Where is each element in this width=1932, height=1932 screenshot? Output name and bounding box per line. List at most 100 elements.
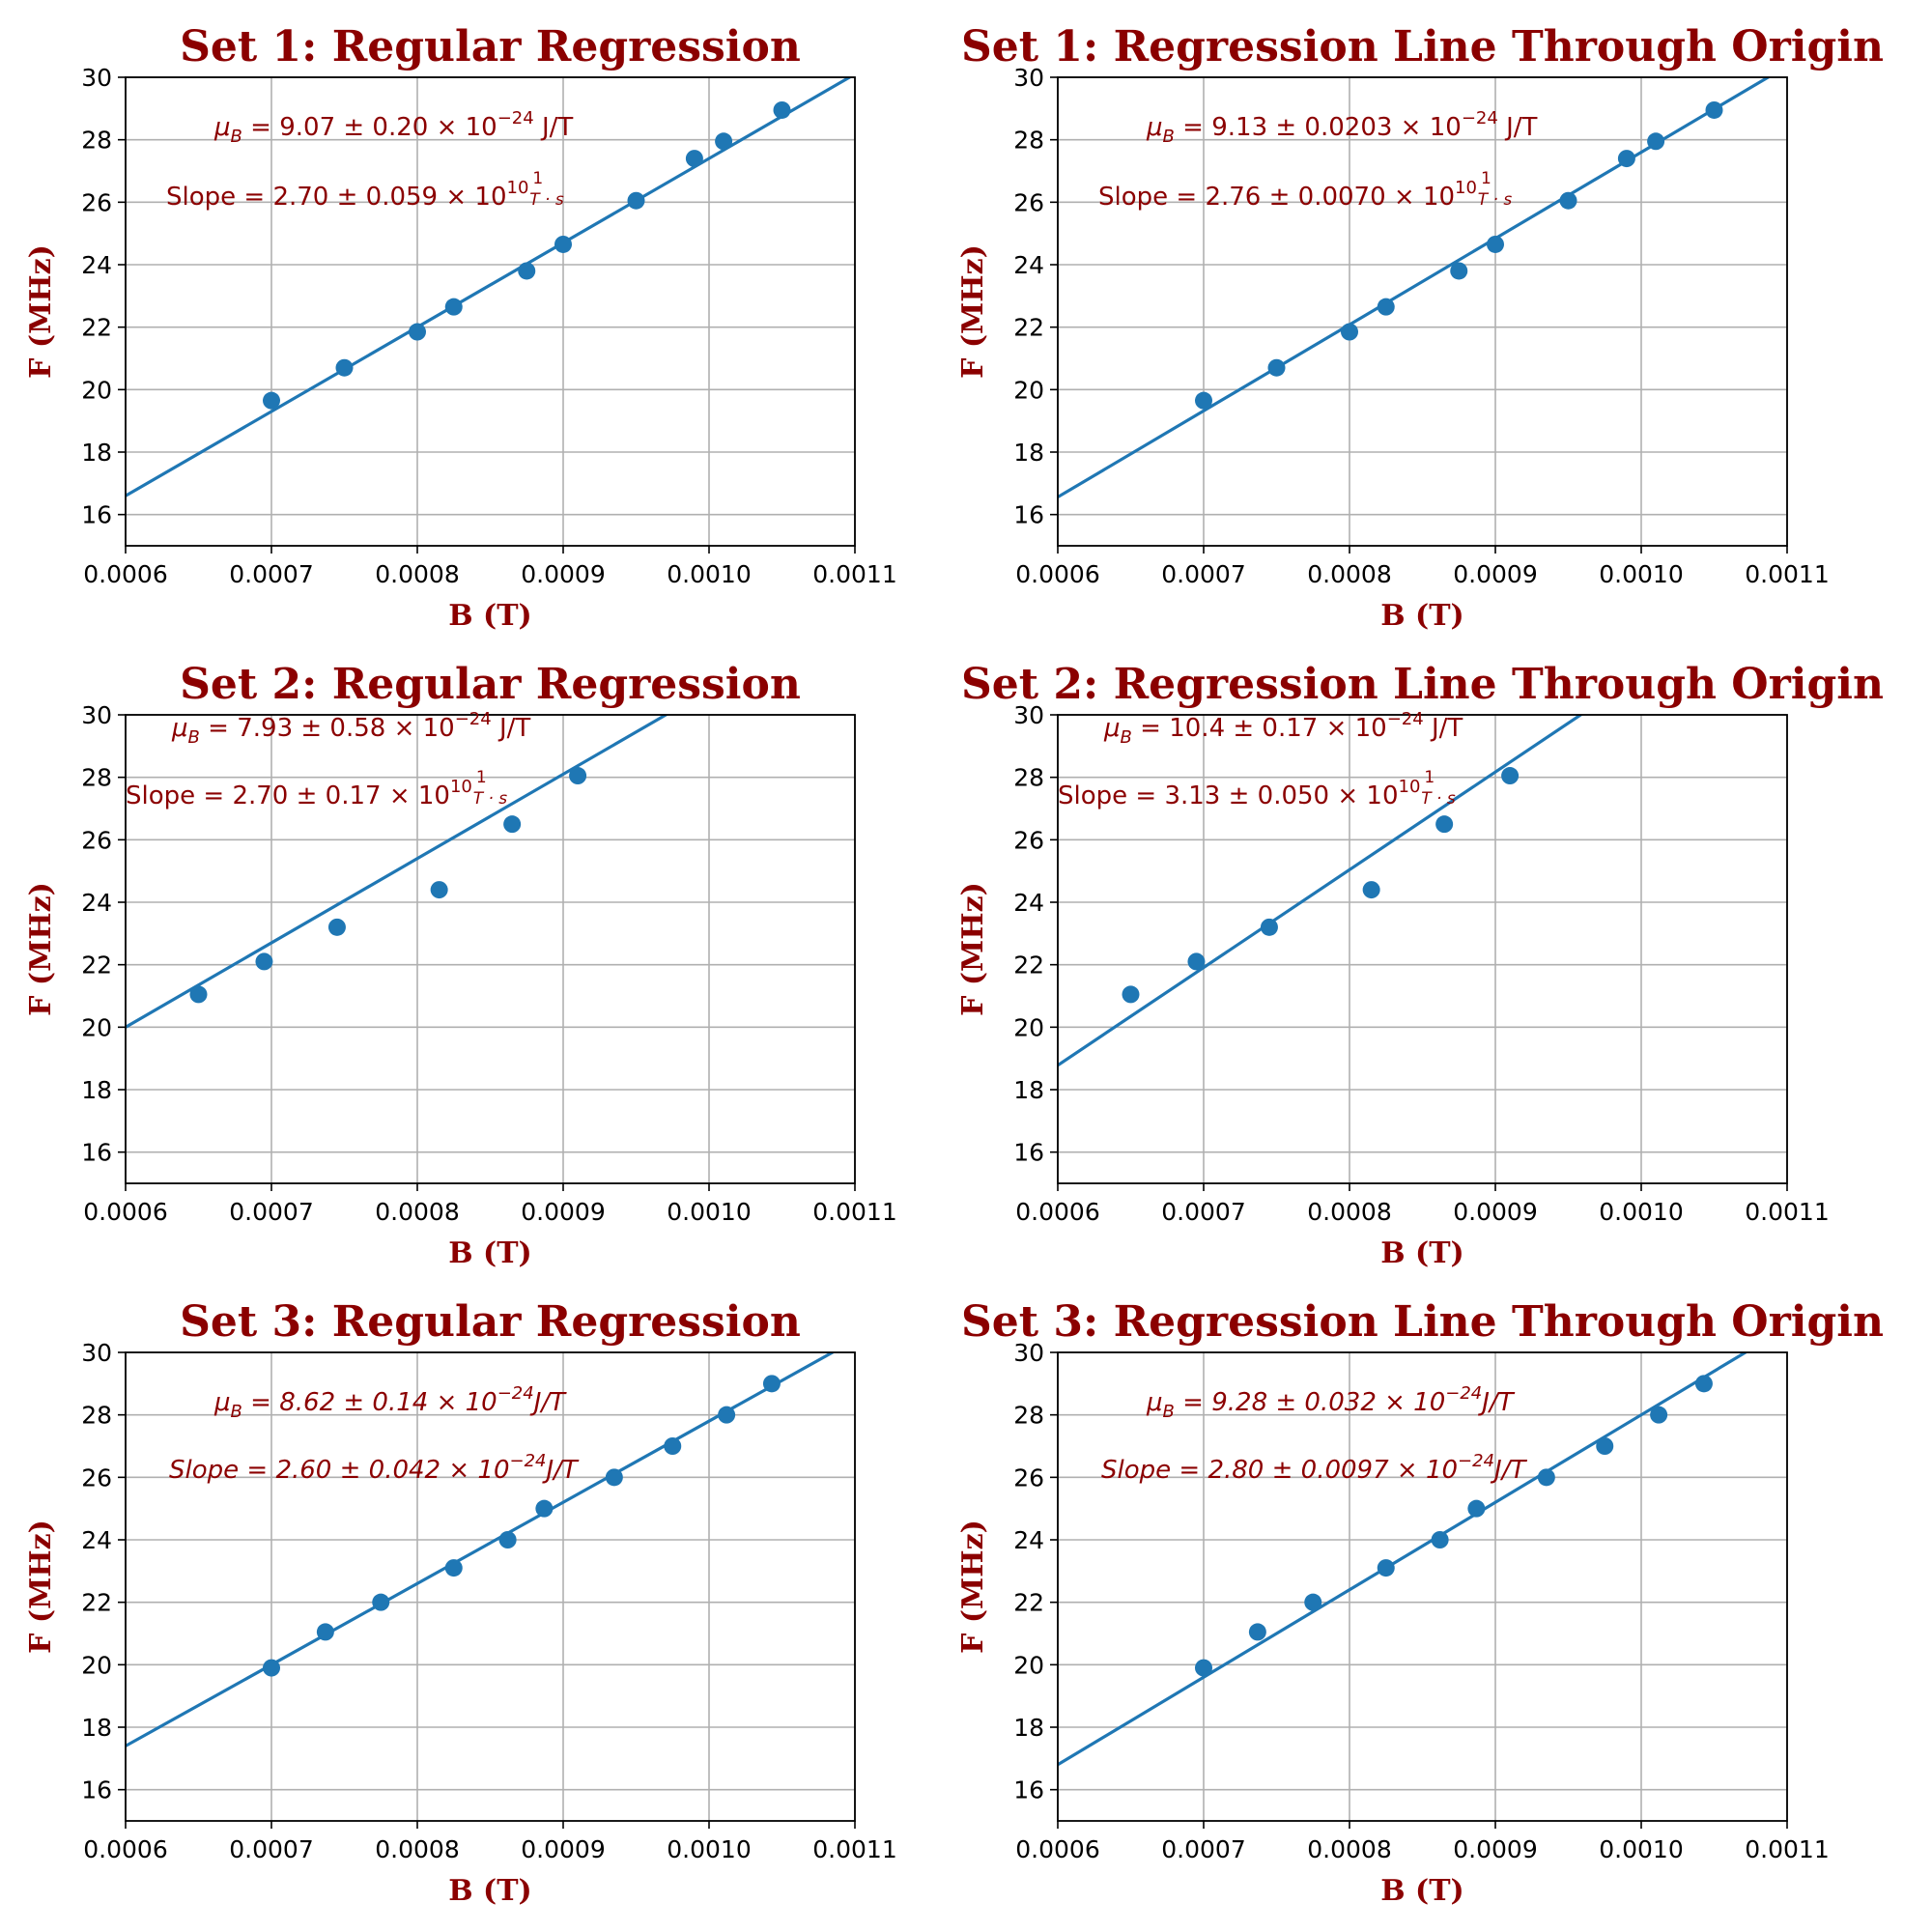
annotation-value: = 2.70 ± 0.17 × 10 [195, 781, 450, 810]
mu-b-annotation: μB = 9.28 ± 0.032 × 10−24J/T [1146, 1383, 1516, 1422]
x-tick-label: 0.0008 [1307, 1198, 1391, 1226]
data-point [1362, 881, 1380, 899]
slope-annotation: Slope = 2.80 ± 0.0097 × 10−24J/T [1101, 1451, 1527, 1485]
y-tick-label: 26 [1013, 826, 1044, 854]
y-tick-label: 30 [1013, 1339, 1044, 1367]
y-tick-label: 30 [81, 701, 112, 729]
mu-b-annotation: μB = 9.07 ± 0.20 × 10−24 J/T [213, 108, 573, 147]
data-point [1467, 1499, 1486, 1518]
chart-title: Set 2: Regression Line Through Origin [961, 660, 1884, 709]
data-point [518, 262, 536, 280]
slope-annotation: Slope = 2.70 ± 0.059 × 1010 1 T · s [166, 169, 564, 212]
data-point [430, 881, 448, 899]
x-tick-label: 0.0011 [1745, 1835, 1829, 1863]
y-tick-label: 30 [81, 64, 112, 92]
regression-line [1058, 1352, 1748, 1767]
x-tick-label: 0.0009 [521, 1835, 605, 1863]
y-tick-label: 24 [81, 251, 112, 279]
annotation-frac-numerator: 1 [532, 169, 543, 188]
data-point [1647, 132, 1665, 151]
annotation-unit: J/T [1477, 1388, 1515, 1417]
annotation-exponent: −24 [497, 1383, 534, 1404]
y-tick-label: 26 [81, 1463, 112, 1492]
annotation-value: = 9.13 ± 0.0203 × 10 [1175, 113, 1462, 142]
annotation-unit: J/T [529, 1388, 567, 1417]
x-tick-label: 0.0011 [812, 1198, 896, 1226]
axes-frame [125, 1351, 856, 1822]
y-tick-label: 22 [1013, 1589, 1044, 1617]
x-tick-label: 0.0010 [667, 1198, 751, 1226]
y-tick-label: 28 [1013, 764, 1044, 792]
annotation-exponent: −24 [455, 709, 492, 729]
axes-frame [1057, 1351, 1788, 1822]
annotation-subscript: B [231, 1402, 242, 1422]
y-tick-label: 16 [1013, 501, 1044, 529]
y-tick-label: 16 [81, 1139, 112, 1167]
chart-panel-6: 0.0006 0.0007 0.0008 0.0009 0.0010 0.0011 16 18… [956, 1297, 1884, 1908]
annotation-value: = 7.93 ± 0.58 × 10 [200, 714, 455, 743]
mu-b-annotation: μB = 10.4 ± 0.17 × 10−24 J/T [1103, 709, 1463, 748]
x-tick-label: 0.0006 [1015, 1835, 1099, 1863]
data-point [1260, 918, 1278, 936]
annotation-unit: J/T [1424, 714, 1463, 743]
data-point [498, 1531, 517, 1548]
y-tick-label: 28 [81, 127, 112, 155]
data-point [627, 191, 645, 210]
data-point [1435, 815, 1454, 834]
data-point [685, 150, 703, 168]
y-tick-label: 18 [81, 1076, 112, 1104]
data-point [605, 1468, 623, 1487]
y-axis-label: F (MHz) [956, 1520, 990, 1654]
y-tick-label: 18 [81, 439, 112, 467]
annotation-symbol: μ [1146, 113, 1163, 142]
data-point [372, 1593, 390, 1611]
x-axis-label: B (T) [1380, 1236, 1464, 1270]
data-point [1187, 952, 1206, 971]
y-tick-label: 22 [81, 314, 112, 342]
x-tick-label: 0.0010 [667, 560, 751, 588]
annotation-frac-numerator: 1 [1424, 768, 1435, 787]
data-point [1617, 150, 1635, 168]
data-point [715, 132, 733, 151]
data-point [1650, 1406, 1668, 1424]
annotation-exponent: −24 [1387, 709, 1424, 729]
data-point [1431, 1531, 1449, 1548]
mu-b-annotation: μB = 8.62 ± 0.14 × 10−24J/T [213, 1383, 567, 1422]
x-tick-label: 0.0008 [375, 560, 459, 588]
annotation-value: = 9.07 ± 0.20 × 10 [242, 113, 497, 142]
annotation-unit: J/T [542, 1456, 580, 1485]
x-tick-label: 0.0008 [1307, 1835, 1391, 1863]
data-point [1377, 298, 1395, 316]
data-point [1501, 767, 1520, 785]
annotation-value: = 2.76 ± 0.0070 × 10 [1168, 183, 1455, 212]
chart-panel-1: 0.0006 0.0007 0.0008 0.0009 0.0010 0.0011 16 18… [24, 22, 897, 633]
annotation-exponent: −24 [510, 1451, 547, 1471]
y-tick-label: 26 [81, 188, 112, 216]
data-point [1248, 1623, 1266, 1641]
annotation-exponent: −24 [497, 108, 534, 128]
annotation-subscript: B [1163, 1402, 1175, 1422]
slope-annotation: Slope = 2.76 ± 0.0070 × 1010 1 T · s [1098, 169, 1512, 212]
y-tick-label: 22 [81, 952, 112, 980]
chart-panel-5: 0.0006 0.0007 0.0008 0.0009 0.0010 0.0011 16 18… [24, 1297, 897, 1908]
annotation-exponent: 10 [1455, 178, 1477, 198]
y-tick-label: 24 [1013, 889, 1044, 917]
y-tick-label: 24 [1013, 1526, 1044, 1554]
y-tick-label: 30 [1013, 64, 1044, 92]
y-axis-label: F (MHz) [24, 1520, 58, 1654]
x-tick-label: 0.0009 [521, 1198, 605, 1226]
data-point [503, 815, 522, 834]
annotation-frac-denominator: T · s [473, 789, 508, 809]
x-tick-label: 0.0007 [229, 560, 313, 588]
data-point [1487, 235, 1504, 253]
annotation-subscript: B [1121, 727, 1132, 748]
x-tick-label: 0.0008 [375, 1198, 459, 1226]
regression-line [126, 715, 669, 1029]
y-tick-label: 18 [1013, 1714, 1044, 1742]
annotation-symbol: Slope [169, 1456, 239, 1485]
y-tick-label: 22 [81, 1589, 112, 1617]
y-tick-label: 28 [81, 764, 112, 792]
annotation-unit: J/T [534, 113, 574, 142]
annotation-subscript: B [1163, 127, 1175, 147]
